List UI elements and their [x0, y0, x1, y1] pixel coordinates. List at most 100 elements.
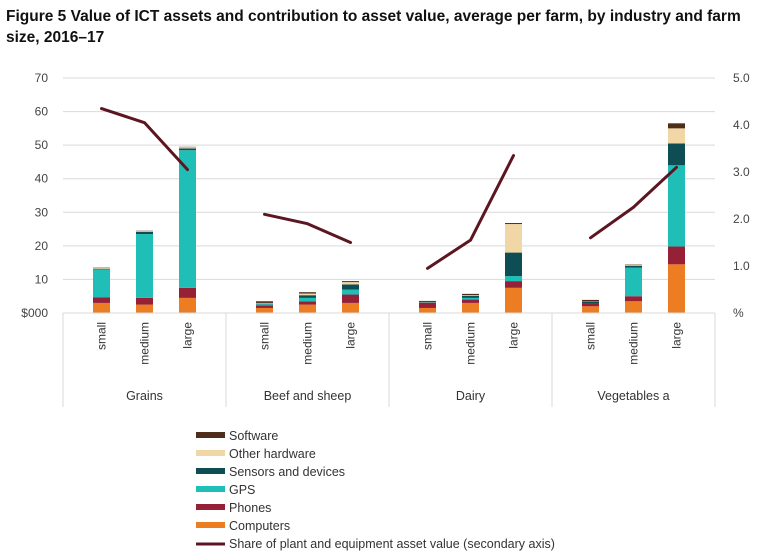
bar-segment: [668, 123, 685, 129]
bar-segment: [299, 292, 316, 294]
y-tick-label: 50: [35, 138, 49, 152]
y2-tick-label: %: [733, 306, 744, 320]
x-tick-label: small: [258, 322, 272, 350]
bar-segment: [93, 269, 110, 298]
group-label: Dairy: [456, 389, 486, 403]
bar-segment: [256, 307, 273, 313]
bar-segment: [419, 302, 436, 308]
bar-segment: [582, 299, 599, 302]
x-axis: small medium large Grains small medium large Be…: [62, 312, 716, 407]
legend-label: Other hardware: [229, 447, 316, 461]
legend-label: Software: [229, 429, 278, 443]
legend-swatch: [196, 522, 225, 528]
y2-tick-label: 1.0: [733, 259, 750, 273]
bar-segment: [136, 234, 153, 298]
legend-label: GPS: [229, 483, 255, 497]
bar-segment: [136, 304, 153, 313]
y-tick-label: 30: [35, 205, 49, 219]
bar-segment: [299, 293, 316, 296]
bar-segment: [93, 268, 110, 269]
x-tick-label: large: [181, 322, 195, 349]
bar-segment: [625, 265, 642, 268]
x-tick-label: small: [421, 322, 435, 350]
bar-segment: [462, 302, 479, 313]
bar-segment: [179, 147, 196, 149]
legend-swatch: [196, 504, 225, 510]
bar-segment: [256, 304, 273, 306]
bar-segment: [256, 305, 273, 308]
x-tick-label: small: [584, 322, 598, 350]
bar-segment: [299, 295, 316, 298]
y-tick-label: 20: [35, 239, 49, 253]
bar-segment: [462, 295, 479, 296]
line-segment: [589, 165, 678, 240]
y-tick-label: 40: [35, 172, 49, 186]
legend-label: Phones: [229, 501, 271, 515]
x-tick-label: medium: [627, 322, 641, 365]
y-tick-label: $000: [21, 306, 48, 320]
bar-segment: [342, 289, 359, 295]
x-tick-label: large: [344, 322, 358, 349]
bar-segment: [668, 143, 685, 166]
legend: Software Other hardware Sensors and device…: [196, 429, 555, 551]
y2-tick-label: 4.0: [733, 118, 750, 132]
group-label: Vegetables a: [597, 389, 669, 403]
legend-swatch: [196, 432, 225, 438]
legend-swatch: [196, 486, 225, 492]
bar-segment: [179, 150, 196, 288]
chart-title: Figure 5 Value of ICT assets and contrib…: [6, 8, 741, 46]
bar-segment: [93, 297, 110, 303]
bar-segment: [342, 302, 359, 313]
group-label: Beef and sheep: [264, 389, 352, 403]
bar-segment: [668, 264, 685, 313]
bar-segment: [505, 276, 522, 282]
bar-segment: [256, 303, 273, 305]
bar-segment: [582, 306, 599, 313]
y-tick-label: 70: [35, 71, 49, 85]
bar-segment: [342, 281, 359, 283]
bar-segment: [299, 297, 316, 302]
bar-segment: [582, 301, 599, 304]
bar-segment: [93, 302, 110, 313]
bar-segment: [299, 301, 316, 305]
bar-segment: [179, 148, 196, 151]
legend-label: Sensors and devices: [229, 465, 345, 479]
bar-segment: [93, 268, 110, 270]
bar-segment: [419, 302, 436, 303]
bar-segment: [462, 299, 479, 303]
x-tick-label: large: [670, 322, 684, 349]
bar-segment: [256, 302, 273, 304]
bar-segment: [625, 296, 642, 302]
legend-label: Share of plant and equipment asset value…: [229, 537, 555, 551]
bar-segment: [625, 264, 642, 266]
x-tick-label: medium: [138, 322, 152, 365]
x-tick-label: small: [95, 322, 109, 350]
bar-segment: [462, 297, 479, 300]
bar-segment: [342, 282, 359, 285]
bar-segment: [179, 287, 196, 298]
bar-segment: [505, 252, 522, 277]
legend-label: Computers: [229, 519, 290, 533]
y-tick-label: 60: [35, 105, 49, 119]
line-segment: [263, 212, 352, 244]
bar-segment: [462, 293, 479, 296]
primary-y-axis: $000 10 20 30 40 50 60 70: [21, 71, 48, 320]
bar-segment: [136, 231, 153, 232]
bar-segment: [505, 224, 522, 253]
bar-segment: [419, 307, 436, 313]
bar-segment: [668, 165, 685, 247]
bar-segment: [505, 223, 522, 225]
y2-tick-label: 3.0: [733, 165, 750, 179]
bar-segment: [505, 281, 522, 288]
x-tick-label: large: [507, 322, 521, 349]
y-tick-label: 10: [35, 272, 49, 286]
gridlines: [63, 77, 715, 280]
stacked-bars: [93, 123, 685, 313]
bar-segment: [462, 295, 479, 298]
bar-segment: [136, 297, 153, 305]
bar-segment: [256, 301, 273, 303]
line-segment: [100, 107, 189, 172]
bar-segment: [179, 297, 196, 313]
bar-segment: [625, 267, 642, 297]
